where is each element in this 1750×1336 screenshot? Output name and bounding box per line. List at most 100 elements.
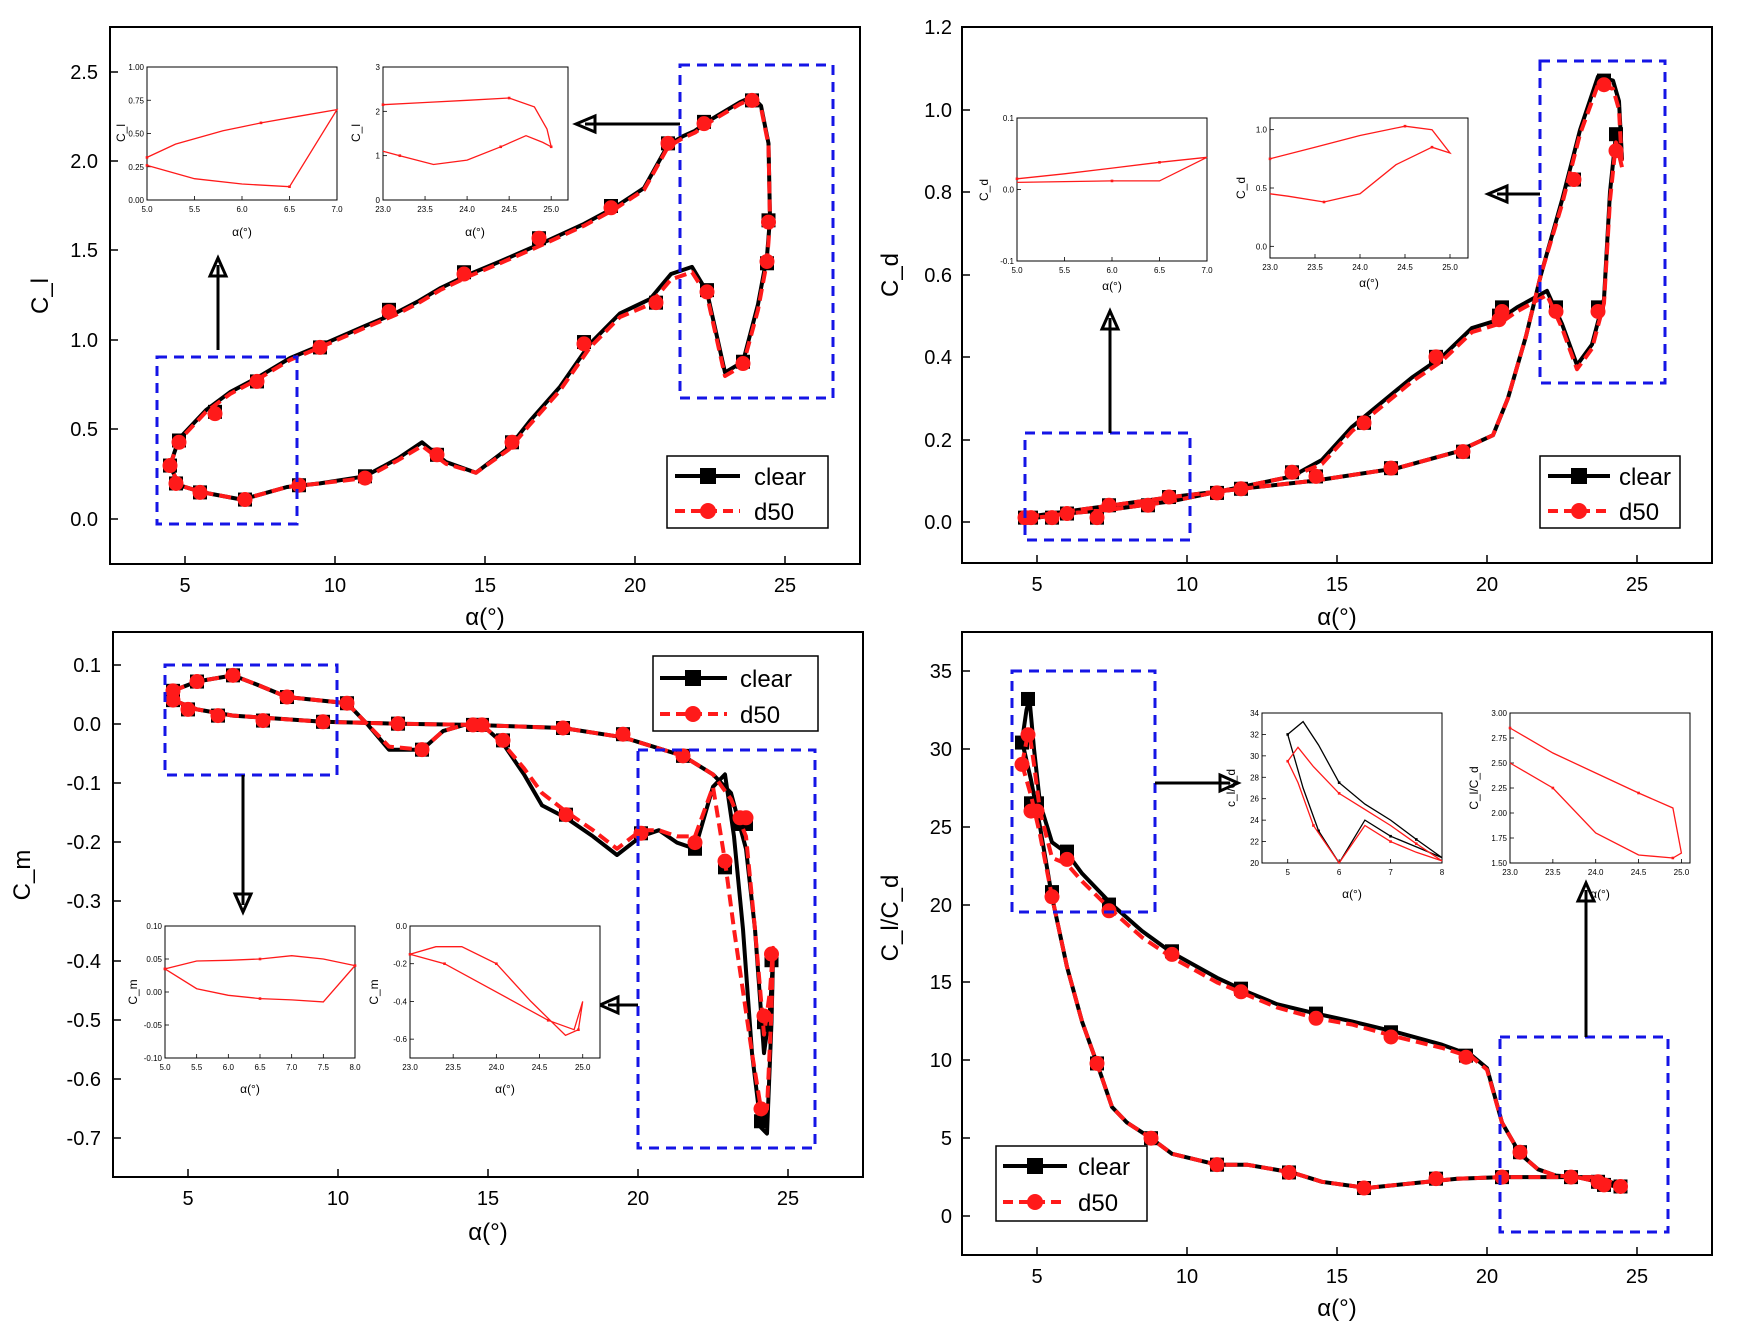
cl-d50-marker — [660, 135, 676, 151]
cd-xtick-label: 25 — [1626, 574, 1648, 596]
cd-inset-ytick-label: 1.0 — [1256, 126, 1268, 135]
clcd-inset-low-plot: 5 6 7 8 20 22 24 26 28 30 32 34 — [1250, 709, 1445, 877]
cd-ytick-label: 0.2 — [924, 430, 952, 452]
clcd-plot-area — [1014, 691, 1628, 1196]
cm-ytick-label: 0.1 — [73, 655, 101, 677]
cl-ytick-label: 0.0 — [70, 509, 98, 531]
cm-inset-xtick-label: 7.5 — [318, 1063, 330, 1072]
cm-xtick-label: 15 — [477, 1188, 499, 1210]
clcd-ytick-label: 15 — [930, 972, 952, 994]
cd-inset-xtick-label: 5.0 — [1011, 266, 1023, 275]
cd-d50-marker — [1140, 497, 1156, 513]
cd-d50-marker — [1059, 506, 1075, 522]
cm-zoom-box-low — [163, 663, 339, 777]
clcd-inset-ytick-label: 2.50 — [1491, 759, 1507, 768]
cm-inset-high-frame — [409, 925, 601, 1059]
cl-d50-marker — [168, 475, 184, 491]
clcd-inset-low-x-label: α(°) — [1342, 887, 1362, 901]
clcd-xtick-label: 20 — [1476, 1266, 1498, 1288]
cd-d50-marker — [1161, 489, 1177, 505]
clcd-inset-clear-marker — [1286, 733, 1290, 736]
cd-d50-marker — [1209, 485, 1225, 501]
clcd-d50-marker — [1458, 1049, 1474, 1065]
cd-d50-marker — [1089, 510, 1105, 526]
clcd-inset-ytick-label: 1.50 — [1491, 859, 1507, 868]
cm-d50-marker — [255, 713, 271, 729]
clcd-inset-high-x-label: α(°) — [1590, 887, 1610, 901]
clcd-inset-xtick-label: 25.0 — [1674, 868, 1690, 877]
clcd-inset-ytick-label: 30 — [1250, 752, 1259, 761]
cd-ytick-label: 0.0 — [924, 512, 952, 534]
cl-inset-d50-marker — [507, 96, 511, 100]
cd-inset-xtick-label: 24.0 — [1352, 263, 1368, 272]
cm-inset-xtick-label: 7.0 — [286, 1063, 298, 1072]
clcd-d50-marker — [1059, 851, 1075, 867]
cm-d50-marker — [764, 946, 779, 962]
cd-inset-low-x-label: α(°) — [1102, 279, 1122, 293]
cl-d50-marker — [504, 434, 520, 450]
clcd-inset-d50-marker — [1637, 791, 1640, 795]
cl-inset-xtick-label: 23.0 — [375, 205, 391, 214]
cm-xtick-label: 10 — [327, 1188, 349, 1210]
panel-cl: 5 10 15 20 25 0.0 0.5 1.0 1.5 2.0 2.5 α(… — [27, 26, 861, 631]
cl-ytick-label: 2.0 — [70, 151, 98, 173]
cm-d50-marker — [279, 689, 295, 705]
clcd-legend-d50-marker — [1027, 1194, 1043, 1210]
cm-ytick-label: -0.6 — [67, 1069, 101, 1091]
cm-inset-ytick-label: 0.05 — [146, 955, 162, 964]
cm-d50-marker — [555, 720, 571, 736]
cl-inset-xtick-label: 24.0 — [459, 205, 475, 214]
clcd-ytick-label: 0 — [941, 1206, 952, 1228]
cm-x-axis-label: α(°) — [468, 1219, 507, 1246]
clcd-inset-d50-marker — [1508, 726, 1512, 730]
cm-inset-d50-marker — [577, 1028, 580, 1032]
cm-xtick-label: 25 — [777, 1188, 799, 1210]
clcd-d50-marker — [1383, 1029, 1399, 1045]
cl-y-axis-label: C_l — [27, 278, 54, 314]
cl-d50-marker — [249, 373, 265, 389]
cd-inset-d50-marker — [1322, 200, 1326, 204]
clcd-d50-marker — [1563, 1169, 1579, 1185]
cl-d50-marker — [381, 304, 397, 320]
cl-ytick-label: 0.5 — [70, 419, 98, 441]
panel-cm: 5 10 15 20 25 0.1 0.0 -0.1 -0.2 -0.3 -0.… — [9, 631, 864, 1246]
clcd-inset-high-frame — [1509, 712, 1691, 864]
cl-d50-marker — [531, 230, 547, 246]
cm-clear-marker — [754, 1114, 768, 1129]
cd-inset-xtick-label: 24.5 — [1397, 263, 1413, 272]
cm-xtick-label: 20 — [627, 1188, 649, 1210]
clcd-xtick-label: 25 — [1626, 1266, 1648, 1288]
clcd-inset-d50-marker — [1389, 840, 1392, 843]
cl-d50-marker — [759, 253, 775, 269]
clcd-inset-high-y-label: C_l/C_d — [1467, 766, 1481, 809]
clcd-legend-d50-label: d50 — [1078, 1190, 1118, 1217]
cd-inset-d50-marker — [1268, 157, 1272, 161]
cl-d50-series-line — [168, 96, 772, 502]
cd-plot-area — [1017, 73, 1624, 526]
clcd-ytick-label: 25 — [930, 817, 952, 839]
clcd-ytick-label: 20 — [930, 895, 952, 917]
cm-inset-xtick-label: 5.0 — [159, 1063, 171, 1072]
cm-d50-marker — [339, 695, 355, 711]
cm-xtick-label: 5 — [182, 1188, 193, 1210]
cd-d50-marker — [1044, 510, 1060, 526]
cd-inset-d50-marker — [1430, 145, 1434, 149]
cm-inset-xtick-label: 23.5 — [445, 1063, 461, 1072]
cl-d50-marker — [576, 336, 592, 352]
cl-x-ticks: 5 10 15 20 25 — [179, 556, 796, 597]
clcd-inset-clear-marker — [1317, 829, 1320, 833]
cl-d50-marker — [456, 266, 472, 282]
clcd-inset-d50-marker — [1671, 856, 1675, 860]
cl-xtick-label: 20 — [624, 575, 646, 597]
cm-ytick-label: 0.0 — [73, 714, 101, 736]
cm-inset-xtick-label: 23.0 — [402, 1063, 418, 1072]
clcd-inset-high: 23.0 23.5 24.0 24.5 25.0 1.50 1.75 2.00 2.25 2.50… — [1467, 709, 1691, 901]
clcd-inset-xtick-label: 7 — [1388, 868, 1393, 877]
cd-inset-high-x-label: α(°) — [1359, 276, 1379, 290]
cm-inset-xtick-label: 24.0 — [489, 1063, 505, 1072]
cl-inset-xtick-label: 5.5 — [189, 205, 201, 214]
cd-d50-marker — [1356, 415, 1372, 431]
cl-inset-d50-series-line — [382, 97, 553, 166]
clcd-d50-marker — [1281, 1164, 1297, 1180]
clcd-d50-marker — [1613, 1178, 1628, 1194]
